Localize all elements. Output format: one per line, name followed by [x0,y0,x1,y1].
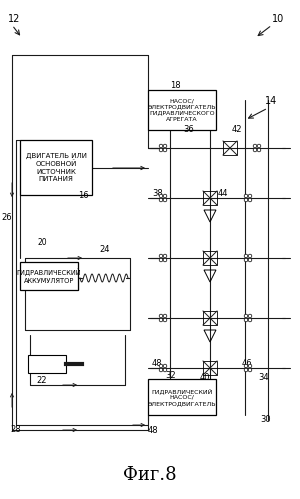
Circle shape [253,148,257,152]
Circle shape [244,258,248,262]
Text: 22: 22 [37,376,47,385]
Text: Фиг.8: Фиг.8 [123,466,177,484]
Circle shape [248,254,252,258]
Circle shape [257,148,261,152]
Text: 44: 44 [218,189,229,198]
Circle shape [159,318,163,322]
Circle shape [248,258,252,262]
Circle shape [248,198,252,202]
Text: 40: 40 [200,373,211,382]
Circle shape [248,368,252,372]
Text: 48: 48 [152,359,163,368]
Circle shape [159,364,163,368]
Bar [148,90,216,130]
Circle shape [159,194,163,198]
Circle shape [159,198,163,202]
Bar [148,379,216,415]
Bar [203,251,217,265]
Circle shape [248,194,252,198]
Bar [20,140,92,195]
Bar [223,141,237,155]
Circle shape [244,368,248,372]
Circle shape [159,144,163,148]
Circle shape [163,194,167,198]
Circle shape [248,314,252,318]
Circle shape [159,258,163,262]
Circle shape [163,144,167,148]
Circle shape [163,198,167,202]
Text: НАСОС/
ЭЛЕКТРОДВИГАТЕЛЬ
ГИДРАВЛИЧЕСКОГО
АГРЕГАТА: НАСОС/ ЭЛЕКТРОДВИГАТЕЛЬ ГИДРАВЛИЧЕСКОГО … [148,98,216,122]
Text: 48: 48 [148,426,159,435]
Text: 42: 42 [232,125,242,134]
Circle shape [163,314,167,318]
Circle shape [159,148,163,152]
Circle shape [163,318,167,322]
Circle shape [159,254,163,258]
Text: 20: 20 [37,238,47,247]
Text: 30: 30 [260,415,271,424]
Text: 12: 12 [8,14,20,24]
Text: 16: 16 [78,191,88,200]
Circle shape [244,364,248,368]
Text: 32: 32 [165,371,175,380]
Circle shape [248,318,252,322]
Circle shape [244,314,248,318]
Text: 18: 18 [170,81,180,90]
Circle shape [248,364,252,368]
Text: 46: 46 [242,359,253,368]
Bar [203,191,217,205]
Text: ДВИГАТЕЛЬ ИЛИ
ОСНОВНОЙ
ИСТОЧНИК
ПИТАНИЯ: ДВИГАТЕЛЬ ИЛИ ОСНОВНОЙ ИСТОЧНИК ПИТАНИЯ [26,153,86,182]
Text: 34: 34 [258,373,268,382]
Bar [28,355,66,373]
Circle shape [163,368,167,372]
Text: 36: 36 [183,125,194,134]
Text: 38: 38 [152,189,163,198]
Text: 10: 10 [272,14,284,24]
Circle shape [244,318,248,322]
Circle shape [163,258,167,262]
Circle shape [163,254,167,258]
Circle shape [244,254,248,258]
Text: 26: 26 [2,213,12,222]
Circle shape [244,198,248,202]
Circle shape [163,364,167,368]
Text: ГИДРАВЛИЧЕСКИЙ
АККУМУЛЯТОР: ГИДРАВЛИЧЕСКИЙ АККУМУЛЯТОР [17,268,81,283]
Circle shape [244,194,248,198]
Bar [203,361,217,375]
Text: 24: 24 [100,245,110,254]
Bar [203,311,217,325]
Text: 28: 28 [10,425,21,434]
Circle shape [159,314,163,318]
Circle shape [163,148,167,152]
Text: 14: 14 [265,96,277,106]
Text: ГИДРАВЛИЧЕСКИЙ
НАСОС/
ЭЛЕКТРОДВИГАТЕЛЬ: ГИДРАВЛИЧЕСКИЙ НАСОС/ ЭЛЕКТРОДВИГАТЕЛЬ [148,388,216,406]
Circle shape [159,368,163,372]
Circle shape [253,144,257,148]
Circle shape [257,144,261,148]
Bar [20,262,78,290]
